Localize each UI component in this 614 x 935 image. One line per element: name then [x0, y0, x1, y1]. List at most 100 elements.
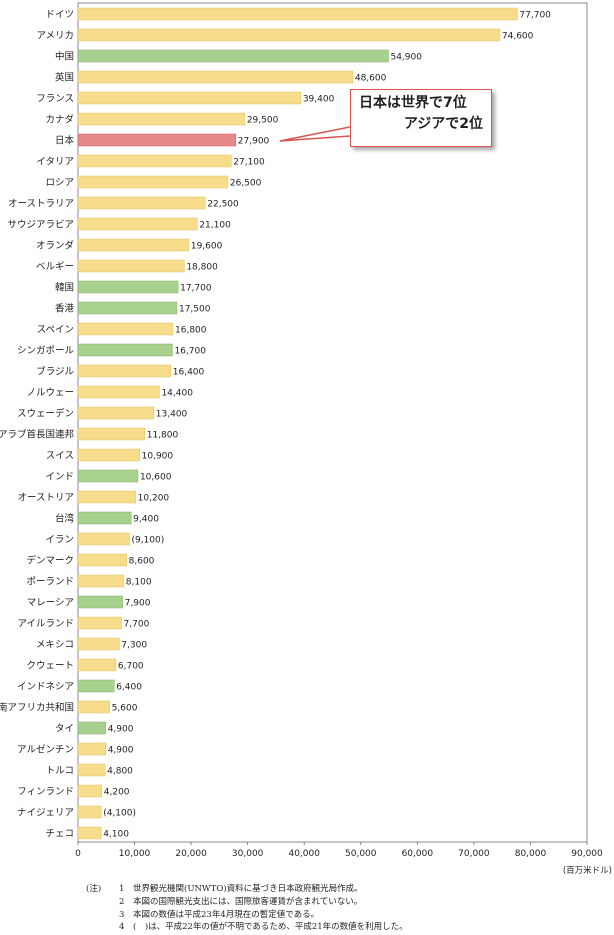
value-label: 19,600 [191, 242, 223, 252]
bar [77, 364, 172, 378]
x-tick-label: 0 [75, 849, 81, 859]
bar [77, 385, 160, 399]
category-label: スウェーデン [17, 408, 74, 420]
value-label: (4,100) [103, 809, 136, 819]
value-label: 7,300 [121, 641, 147, 651]
value-label: 48,600 [355, 74, 387, 84]
category-labels: ドイツアメリカ中国英国フランスカナダ日本イタリアロシアオーストラリアサウジアラビ… [0, 10, 74, 840]
category-label: クウェート [26, 661, 74, 672]
x-tick-label: 20,000 [175, 849, 207, 859]
bar [77, 280, 179, 294]
footnote-text: 本図の国際観光支出には、国際旅客運賃が含まれていない。 [133, 896, 363, 907]
value-label: 7,700 [124, 620, 150, 630]
bar [77, 721, 106, 735]
x-tick-label: 40,000 [288, 849, 320, 859]
category-label: アメリカ [36, 31, 74, 42]
bar [77, 427, 145, 441]
footnote-number: 4 [119, 922, 125, 933]
value-label: 4,200 [104, 788, 130, 798]
bar [77, 448, 140, 462]
category-label: 英国 [55, 72, 74, 84]
bar [77, 112, 246, 126]
annotation-pointer [279, 126, 350, 142]
value-label: 29,500 [247, 116, 279, 126]
category-label: タイ [55, 724, 74, 735]
bar [77, 742, 106, 756]
x-tick-label: 10,000 [119, 849, 151, 859]
bar-chart: ドイツアメリカ中国英国フランスカナダ日本イタリアロシアオーストラリアサウジアラビ… [0, 2, 612, 876]
value-label: 54,900 [390, 53, 422, 63]
category-label: ベルギー [36, 262, 74, 273]
value-label: 10,200 [138, 494, 170, 504]
x-tick-label: 50,000 [345, 849, 377, 859]
value-label: 4,100 [103, 830, 129, 840]
value-label: 4,800 [107, 767, 133, 777]
plot-frame [77, 2, 588, 843]
annotation-line-1: 日本は世界で7位 [359, 95, 467, 111]
value-label: 74,600 [502, 32, 534, 42]
value-label: 21,100 [199, 221, 231, 231]
category-label: 南アフリカ共和国 [0, 702, 74, 714]
bar [77, 133, 237, 147]
x-axis-unit-label: (百万米ドル) [563, 865, 612, 876]
footnote-2: 2 本図の国際観光支出には、国際旅客運賃が含まれていない。 [86, 896, 606, 909]
x-tick-label: 60,000 [402, 849, 434, 859]
category-label: ドイツ [45, 10, 74, 21]
category-label: ブラジル [36, 366, 74, 378]
footnote-number: 1 [119, 884, 125, 894]
category-label: マレーシア [27, 598, 74, 609]
bar [77, 574, 125, 588]
category-label: メキシコ [36, 640, 74, 651]
x-tick-label: 80,000 [515, 849, 547, 859]
value-label: 77,700 [519, 11, 551, 21]
category-label: アルゼンチン [17, 744, 74, 756]
bar [77, 490, 136, 504]
category-label: カナダ [45, 114, 74, 126]
plot-border [77, 2, 588, 843]
bar [77, 763, 106, 777]
category-label: フランス [36, 94, 74, 105]
footnote-text: ( )は、平成22年の値が不明であるため、平成21年の数値を利用した。 [133, 922, 408, 933]
bar [77, 826, 102, 840]
footnote-text: 世界観光機関(UNWTO)資料に基づき日本政府観光局作成。 [133, 884, 363, 894]
category-label: インド [45, 472, 74, 483]
bar [77, 406, 155, 420]
bar [77, 259, 185, 273]
footnote-3: 3 本図の数値は平成23年4月現在の暫定値である。 [86, 909, 606, 922]
category-label: ノルウェー [26, 388, 74, 399]
bars-group [77, 7, 518, 840]
bar [77, 343, 173, 357]
category-label: デンマーク [26, 555, 74, 567]
value-label: 9,400 [133, 515, 159, 525]
value-label: 13,400 [156, 410, 188, 420]
value-label: 26,500 [230, 179, 262, 189]
category-label: オーストラリア [8, 199, 74, 210]
bar [77, 511, 132, 525]
category-label: オーストリア [17, 493, 74, 504]
value-label: 16,400 [173, 368, 205, 378]
category-label: スイス [46, 451, 74, 462]
category-label: イラン [45, 535, 74, 546]
value-label: (9,100) [131, 536, 164, 546]
footnote-prefix: (注) [86, 884, 102, 894]
value-label: 4,900 [108, 746, 134, 756]
value-label: 10,600 [140, 473, 172, 483]
category-label: 香港 [55, 303, 75, 315]
bar [77, 784, 103, 798]
footnote-4: 4 ( )は、平成22年の値が不明であるため、平成21年の数値を利用した。 [86, 921, 606, 934]
footnote-1: (注) 1 世界観光機関(UNWTO)資料に基づき日本政府観光局作成。 [86, 883, 606, 896]
value-label: 17,500 [179, 305, 211, 315]
x-tick-label: 30,000 [232, 849, 264, 859]
value-label: 6,700 [118, 662, 144, 672]
category-label: 台湾 [55, 513, 75, 525]
category-label: ナイジェリア [17, 808, 74, 819]
category-label: フィンランド [17, 787, 74, 798]
value-label: 16,800 [175, 326, 207, 336]
value-labels: 77,700 74,600 54,900 48,600 39,400 29,500 27,9… [103, 11, 551, 840]
value-label: 22,500 [207, 200, 239, 210]
value-label: 27,900 [238, 137, 270, 147]
bar [77, 595, 123, 609]
category-label: チェコ [45, 829, 74, 840]
bar [77, 175, 229, 189]
category-label: インドネシア [17, 682, 74, 693]
